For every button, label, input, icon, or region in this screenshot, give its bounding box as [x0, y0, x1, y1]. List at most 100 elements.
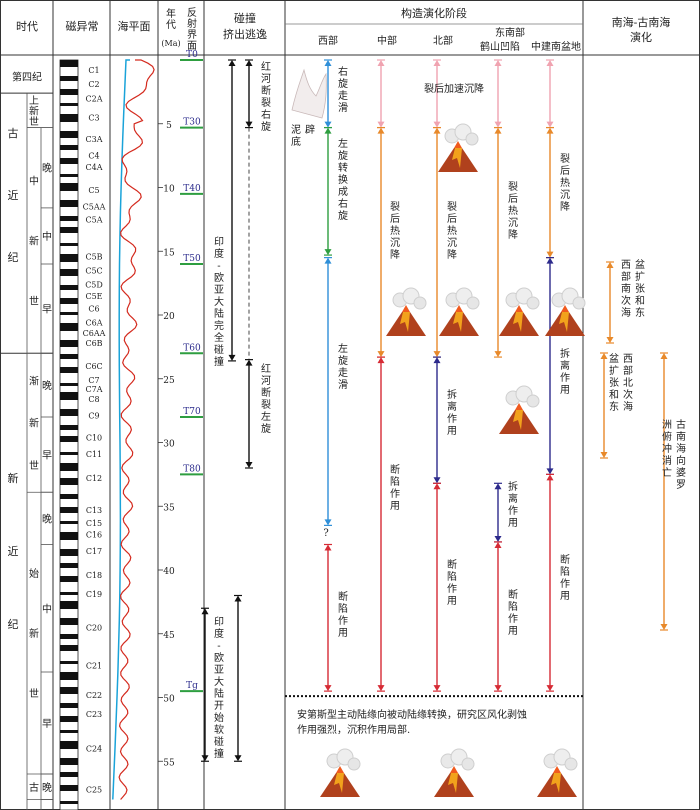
chron-bg: [80, 432, 108, 443]
age-tick-label: 55: [163, 758, 175, 768]
red-river-dextral-arrow-head-bottom: [245, 121, 253, 128]
chron-bg: [80, 375, 108, 386]
age-tick-label: 35: [163, 503, 175, 513]
chron-label: C6B: [85, 339, 102, 348]
normal-polarity-band: [60, 227, 78, 233]
header-sea-level: 海平面: [118, 19, 151, 33]
text-north-thermal-char: 后: [447, 213, 457, 225]
arrow-central-thermal-head-bottom: [377, 351, 385, 358]
chron-label: C22: [86, 691, 102, 700]
text-north-breakup-char: 拆: [447, 388, 457, 401]
epoch-label-char: 上: [29, 95, 39, 107]
epoch-label: 始新世: [29, 567, 39, 700]
collision-text-complete-char: 碰: [214, 343, 224, 356]
chron-label: C2A: [86, 94, 103, 103]
arrow-se-thermal-head-top: [494, 127, 502, 134]
text-scs-proto-char: 亡: [662, 466, 672, 479]
chron-bg: [80, 689, 108, 700]
text-north-rift-char: 断: [447, 558, 457, 571]
normal-polarity-band: [60, 436, 78, 442]
chron-label: C13: [86, 506, 102, 515]
region-west: 西部: [318, 34, 338, 47]
normal-polarity-band: [60, 60, 78, 67]
normal-polarity-band: [60, 463, 78, 471]
arrow-north-rift-head-top: [433, 483, 441, 490]
period-paleogene-char: 纪: [8, 251, 19, 264]
reflector-label: T40: [183, 184, 201, 194]
collision-text-sinistral-char: 左: [261, 410, 271, 423]
chron-bg: [80, 214, 108, 225]
normal-polarity-band: [60, 452, 78, 455]
arrow-se-breakup: [494, 482, 502, 543]
chron-bg: [80, 201, 108, 212]
arrow-north-rift-head-bottom: [433, 685, 441, 692]
text-west-transition-char: 旋: [338, 209, 348, 222]
age-tick-label: 25: [163, 376, 175, 386]
chron-bg: [80, 338, 108, 349]
text-scs-southwest-char: 部: [621, 270, 631, 283]
soft-collision-start-arrow: [201, 607, 209, 762]
epoch-label-char: 古: [29, 781, 39, 794]
text-zj-thermal-char: 裂: [560, 152, 570, 165]
text-zj-thermal-char: 热: [560, 176, 570, 189]
chron-label: C7: [88, 376, 99, 385]
header-age-char: 代: [166, 19, 176, 31]
chron-label: C25: [86, 785, 102, 794]
chron-bg: [80, 134, 108, 145]
chron-bg: [80, 448, 108, 459]
magnetic-anomaly-column: C1 C2 C2A C3 C3A C4 C4A C5 C5AA C5A C5B C5C C5D C5E C6…: [59, 59, 108, 810]
text-zj-rift-char: 陷: [560, 565, 570, 578]
chron-label: C4A: [86, 163, 103, 172]
arrow-zj-thermal: [546, 126, 554, 259]
arrow-zj-breakup-head-top: [546, 257, 554, 264]
arrow-scs-northwest-head-top: [600, 353, 608, 359]
text-north-rift-char: 陷: [447, 570, 457, 583]
normal-polarity-band: [60, 76, 78, 81]
text-west-dextral-char: 滑: [338, 102, 348, 114]
arrow-west-dextral-head-bottom: [324, 121, 332, 128]
text-north-breakup-char: 离: [447, 400, 457, 413]
normal-polarity-band: [60, 703, 78, 708]
chron-label: C1: [88, 66, 99, 75]
arrow-se-breakup-head-bottom: [494, 535, 502, 542]
normal-polarity-band: [60, 216, 78, 221]
arrow-central-accel-head-bottom: [377, 121, 385, 128]
bottom-note-line2: 作用强烈，沉积作用局部.: [297, 723, 410, 736]
chron-label: C6AA: [83, 329, 106, 338]
smoke-puff: [413, 296, 427, 310]
volcano-icon: [438, 123, 479, 172]
chron-bg: [80, 265, 108, 276]
normal-polarity-band: [60, 601, 78, 609]
normal-polarity-band: [60, 183, 78, 191]
epoch-label: 渐新世: [29, 375, 39, 472]
chron-label: C6C: [85, 362, 102, 371]
chron-bg: [80, 394, 108, 405]
text-scs-northwest-char: 部: [623, 364, 633, 377]
period-paleogene-char: 近: [8, 189, 19, 202]
chron-bg: [80, 589, 108, 600]
eruption-fire: [561, 305, 569, 312]
period-neogene-char: 纪: [8, 618, 19, 631]
arrow-north-accel-head-bottom: [433, 121, 441, 128]
collision-text-sinistral-char: 旋: [261, 422, 271, 435]
normal-polarity-band: [60, 383, 78, 386]
epoch-label-char: 渐: [29, 375, 39, 388]
collision-text-soft-char: 印: [214, 616, 224, 628]
tectonic-evolution-panel: 右旋走滑左旋转换成右旋左旋走滑?断陷作用泥底辟裂后热沉降断陷作用裂后热沉降拆离作…: [285, 59, 586, 797]
text-post-rift-accel: 裂后加速沉降: [424, 82, 484, 95]
text-scs-proto-char: 俯: [662, 430, 672, 443]
text-zj-breakup-char: 用: [560, 385, 570, 396]
chron-label: C6: [88, 305, 99, 314]
smoke-puff: [466, 296, 480, 310]
chron-label: C18: [86, 571, 102, 580]
